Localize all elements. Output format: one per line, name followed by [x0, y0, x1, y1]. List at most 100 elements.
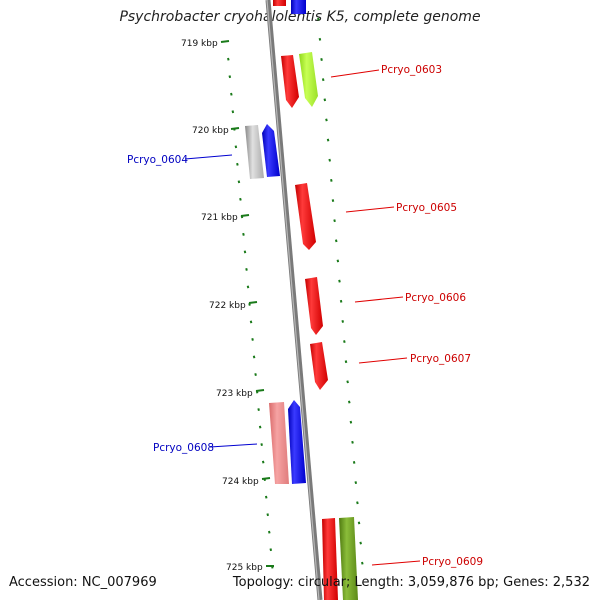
ruler-dash — [338, 279, 341, 283]
gene-feature-pcryo-0606[interactable] — [305, 277, 323, 335]
leader-line-pcryo-0606 — [354, 296, 404, 303]
ruler-dash — [343, 340, 346, 344]
ruler-dash — [341, 319, 345, 323]
gene-feature-pcryo-0608-rna[interactable] — [269, 402, 289, 484]
ruler-dash — [239, 197, 242, 201]
gene-feature-pcryo-0609-companion[interactable] — [339, 517, 358, 600]
ruler-dash — [333, 219, 336, 223]
ruler-dash — [237, 180, 241, 184]
ruler-dash — [349, 420, 353, 424]
ruler-dash — [246, 285, 250, 289]
ruler-dash — [320, 58, 323, 61]
gene-feature-top-blue[interactable] — [291, 0, 306, 14]
ruler-dash — [228, 75, 232, 79]
gene-label-pcryo-0607[interactable]: Pcryo_0607 — [410, 353, 471, 365]
leader-line-pcryo-0607 — [358, 357, 408, 364]
ruler-dash — [318, 37, 322, 41]
ruler-dash — [352, 461, 356, 464]
ruler-dash — [323, 98, 327, 102]
gene-feature-pcryo-0609[interactable] — [322, 518, 338, 600]
ruler-dash — [354, 481, 358, 485]
tick-719 — [220, 40, 230, 43]
gene-feature-pcryo-0604[interactable] — [262, 124, 280, 177]
gene-feature-top-red[interactable] — [273, 0, 286, 6]
tick-723 — [255, 389, 265, 392]
ruler-dash — [359, 541, 362, 545]
leader-line-pcryo-0603 — [330, 69, 380, 78]
tick-720 — [230, 127, 240, 130]
ruler-dash — [317, 17, 320, 21]
ruler-dash — [258, 425, 262, 429]
gene-label-pcryo-0606[interactable]: Pcryo_0606 — [405, 292, 466, 304]
tick-label-720: 720 kbp — [192, 126, 229, 136]
ruler-dash — [330, 178, 333, 182]
tick-label-723: 723 kbp — [216, 389, 253, 399]
ruler-dash — [344, 360, 348, 364]
ruler-dash — [257, 408, 260, 411]
ruler-dash — [251, 338, 254, 341]
ruler-dash — [227, 57, 230, 61]
genome-summary: Topology: circular; Length: 3,059,876 bp… — [232, 575, 590, 590]
ruler-dash — [326, 138, 330, 142]
gene-label-pcryo-0603[interactable]: Pcryo_0603 — [381, 64, 442, 76]
tick-marks — [220, 40, 274, 567]
ruler-dash — [252, 355, 256, 359]
gene-label-pcryo-0604[interactable]: Pcryo_0604 — [127, 154, 188, 166]
ruler-dash — [269, 548, 273, 552]
ruler-dash — [356, 501, 359, 505]
tick-label-721: 721 kbp — [201, 213, 238, 223]
accession-label: Accession: NC_007969 — [9, 575, 157, 590]
ruler-dash — [234, 145, 238, 149]
gene-label-pcryo-0608[interactable]: Pcryo_0608 — [153, 442, 214, 454]
gene-feature-pcryo-0607[interactable] — [310, 342, 328, 390]
tick-722 — [248, 301, 258, 304]
label-guide-dots — [317, 17, 364, 565]
ruler-dash — [261, 460, 265, 464]
ruler-dash — [325, 118, 328, 122]
ruler-dash — [266, 513, 270, 517]
ruler-dash — [346, 380, 349, 384]
tick-label-725: 725 kbp — [226, 563, 263, 573]
tick-721 — [240, 214, 250, 217]
ruler-dash — [243, 250, 247, 254]
ruler-dash — [339, 299, 343, 303]
genome-backbone — [265, 0, 323, 600]
genome-backbone-highlight — [266, 0, 320, 600]
ruler-dash — [361, 561, 364, 565]
ruler-dash — [336, 259, 340, 263]
gene-feature-pcryo-0603[interactable] — [281, 55, 299, 108]
tick-label-724: 724 kbp — [222, 477, 259, 487]
ruler-dash — [264, 495, 268, 499]
ruler-dash — [334, 239, 338, 243]
ruler-dash — [357, 521, 361, 525]
gene-feature-pcryo-0603-companion[interactable] — [299, 52, 318, 107]
tick-724 — [261, 477, 271, 480]
ruler-dash — [245, 267, 248, 271]
tick-label-722: 722 kbp — [209, 301, 246, 311]
tick-label-719: 719 kbp — [181, 39, 218, 49]
ruler-dash — [236, 162, 239, 166]
ruler-dash — [321, 78, 325, 82]
gene-label-pcryo-0605[interactable]: Pcryo_0605 — [396, 202, 457, 214]
ruler-dash — [331, 199, 335, 202]
ruler-dash — [230, 92, 233, 96]
gene-feature-pcryo-0605[interactable] — [295, 183, 316, 250]
ruler-dash — [254, 373, 257, 376]
leader-line-pcryo-0609 — [371, 560, 421, 566]
gene-feature-pcryo-0608[interactable] — [288, 400, 306, 484]
map-title: Psychrobacter cryohalolentis K5, complet… — [119, 9, 481, 25]
ruler-dash — [328, 158, 331, 162]
leader-line-pcryo-0604 — [184, 154, 233, 160]
ruler-dash — [260, 443, 263, 447]
ruler-dash — [347, 400, 351, 404]
ruler-dash — [242, 232, 245, 236]
gene-feature-pcryo-0604-rna[interactable] — [245, 125, 264, 179]
ruler-dash — [351, 440, 354, 444]
ruler-dash — [231, 110, 235, 114]
gene-label-pcryo-0609[interactable]: Pcryo_0609 — [422, 556, 483, 568]
leader-line-pcryo-0608 — [209, 443, 258, 448]
leader-line-pcryo-0605 — [345, 206, 395, 213]
ruler-dash — [267, 530, 271, 534]
ruler-dash — [249, 320, 253, 324]
